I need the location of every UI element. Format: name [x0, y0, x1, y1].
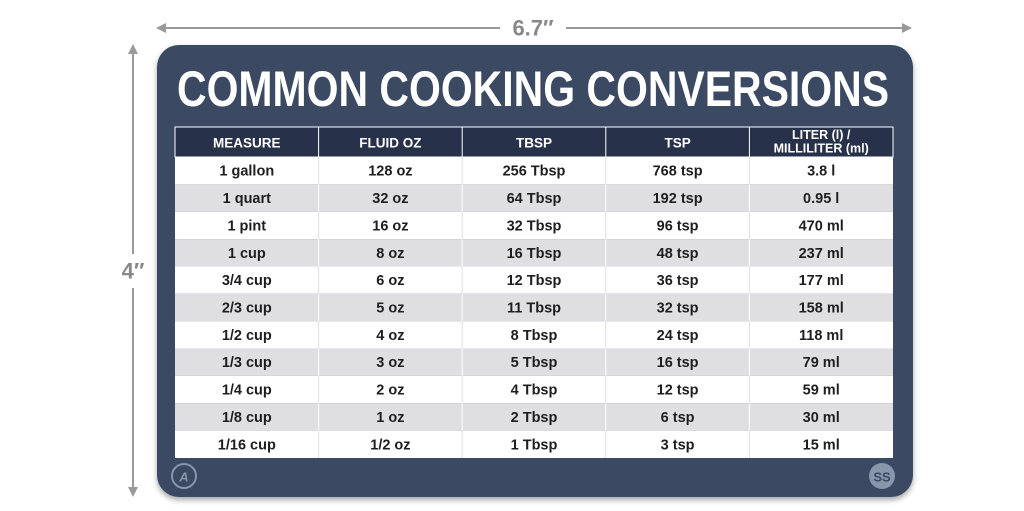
table-row: [175, 293, 893, 322]
table-cell: 4 Tbsp: [511, 383, 558, 399]
table-cell: 237 ml: [799, 246, 844, 262]
table-cell: 3/4 cup: [222, 273, 272, 289]
table-cell: 79 ml: [803, 355, 840, 371]
table-row: [175, 266, 893, 294]
table: MEASURE FLUID OZ TBSP TSP LITER (l) /MILLILI…: [174, 126, 894, 458]
table-cell: 12 Tbsp: [507, 273, 562, 289]
header-cell: FLUID OZ: [359, 136, 421, 151]
header-cell: LITER (l) /: [792, 128, 851, 142]
logo-circle: [171, 463, 197, 489]
left-logo: A: [178, 470, 188, 485]
header-cell: TBSP: [516, 136, 552, 151]
table-cell: 32 Tbsp: [507, 218, 562, 234]
table-cell: 24 tsp: [657, 328, 699, 344]
title: COMMON COOKING CONVERSIONS: [177, 61, 889, 117]
table-row: [175, 157, 893, 185]
height-label: 4″: [122, 259, 145, 284]
table-cell: 1 cup: [228, 246, 266, 262]
table-cell: 8 oz: [376, 246, 404, 262]
table-cell: 1/16 cup: [218, 437, 276, 453]
width-label: 6.7″: [512, 16, 554, 41]
table-row: [175, 321, 893, 349]
table-cell: 1/3 cup: [222, 355, 272, 371]
table-cell: 3 oz: [376, 355, 404, 371]
table-cell: 256 Tbsp: [503, 164, 566, 180]
table-cell: 177 ml: [799, 273, 844, 289]
table-row: [175, 348, 893, 376]
table-cell: 12 tsp: [657, 383, 699, 399]
table-cell: 1/8 cup: [222, 410, 272, 426]
table-row: [175, 403, 893, 431]
header-cell: TSP: [664, 136, 690, 151]
table-cell: 4 oz: [376, 328, 404, 344]
table-cell: 192 tsp: [653, 191, 703, 207]
table-row: [175, 239, 893, 267]
table-cell: 64 Tbsp: [507, 191, 562, 207]
table-cell: 768 tsp: [653, 164, 703, 180]
table-cell: 1 Tbsp: [511, 437, 558, 453]
table-row: [175, 375, 893, 404]
table-cell: 2 Tbsp: [511, 410, 558, 426]
logo-circle: [869, 463, 895, 489]
table-cell: 1 pint: [227, 218, 266, 234]
table-cell: 36 tsp: [657, 273, 699, 289]
table-cell: 470 ml: [799, 218, 844, 234]
table-cell: 3.8 l: [807, 164, 835, 180]
table-cell: 1 gallon: [219, 164, 274, 180]
table-cell: 1/2 oz: [370, 437, 410, 453]
table-cell: 32 tsp: [657, 301, 699, 317]
table-row: [175, 430, 893, 458]
arrowhead: [156, 23, 166, 33]
table-cell: 5 Tbsp: [511, 355, 558, 371]
table-cell: 16 Tbsp: [507, 246, 562, 262]
header-cell: MEASURE: [213, 136, 281, 151]
table-cell: 2/3 cup: [222, 301, 272, 317]
table-cell: 16 oz: [372, 218, 408, 234]
table-cell: 6 tsp: [661, 410, 695, 426]
table-cell: 128 oz: [368, 164, 412, 180]
table-cell: 3 tsp: [661, 437, 695, 453]
dimension-arrows: [128, 23, 912, 497]
table-cell: 1/4 cup: [222, 383, 272, 399]
table-cell: 0.95 l: [803, 191, 839, 207]
table-row: [175, 184, 893, 212]
table-cell: 6 oz: [376, 273, 404, 289]
table-cell: 11 Tbsp: [507, 301, 561, 317]
table-cell: 96 tsp: [657, 218, 699, 234]
table-cell: 118 ml: [799, 328, 843, 344]
table-cell: 1 oz: [376, 410, 404, 426]
arrowhead: [128, 44, 138, 54]
table-cell: 8 Tbsp: [511, 328, 558, 344]
table-cell: 48 tsp: [657, 246, 699, 262]
table-cell: 30 ml: [803, 410, 840, 426]
table-cell: 158 ml: [799, 301, 844, 317]
arrowhead: [902, 23, 912, 33]
table-cell: 5 oz: [376, 301, 404, 317]
table-cell: 16 tsp: [657, 355, 699, 371]
table-cell: 59 ml: [803, 383, 840, 399]
table-row: [175, 211, 893, 240]
arrowhead: [128, 487, 138, 497]
right-logo: SS: [873, 470, 891, 485]
table-cell: 2 oz: [376, 383, 404, 399]
table-cell: 32 oz: [372, 191, 408, 207]
header-cell: MILLILITER (ml): [774, 142, 869, 156]
table-cell: 1 quart: [223, 191, 272, 207]
table-cell: 1/2 cup: [222, 328, 272, 344]
table-cell: 15 ml: [803, 437, 840, 453]
